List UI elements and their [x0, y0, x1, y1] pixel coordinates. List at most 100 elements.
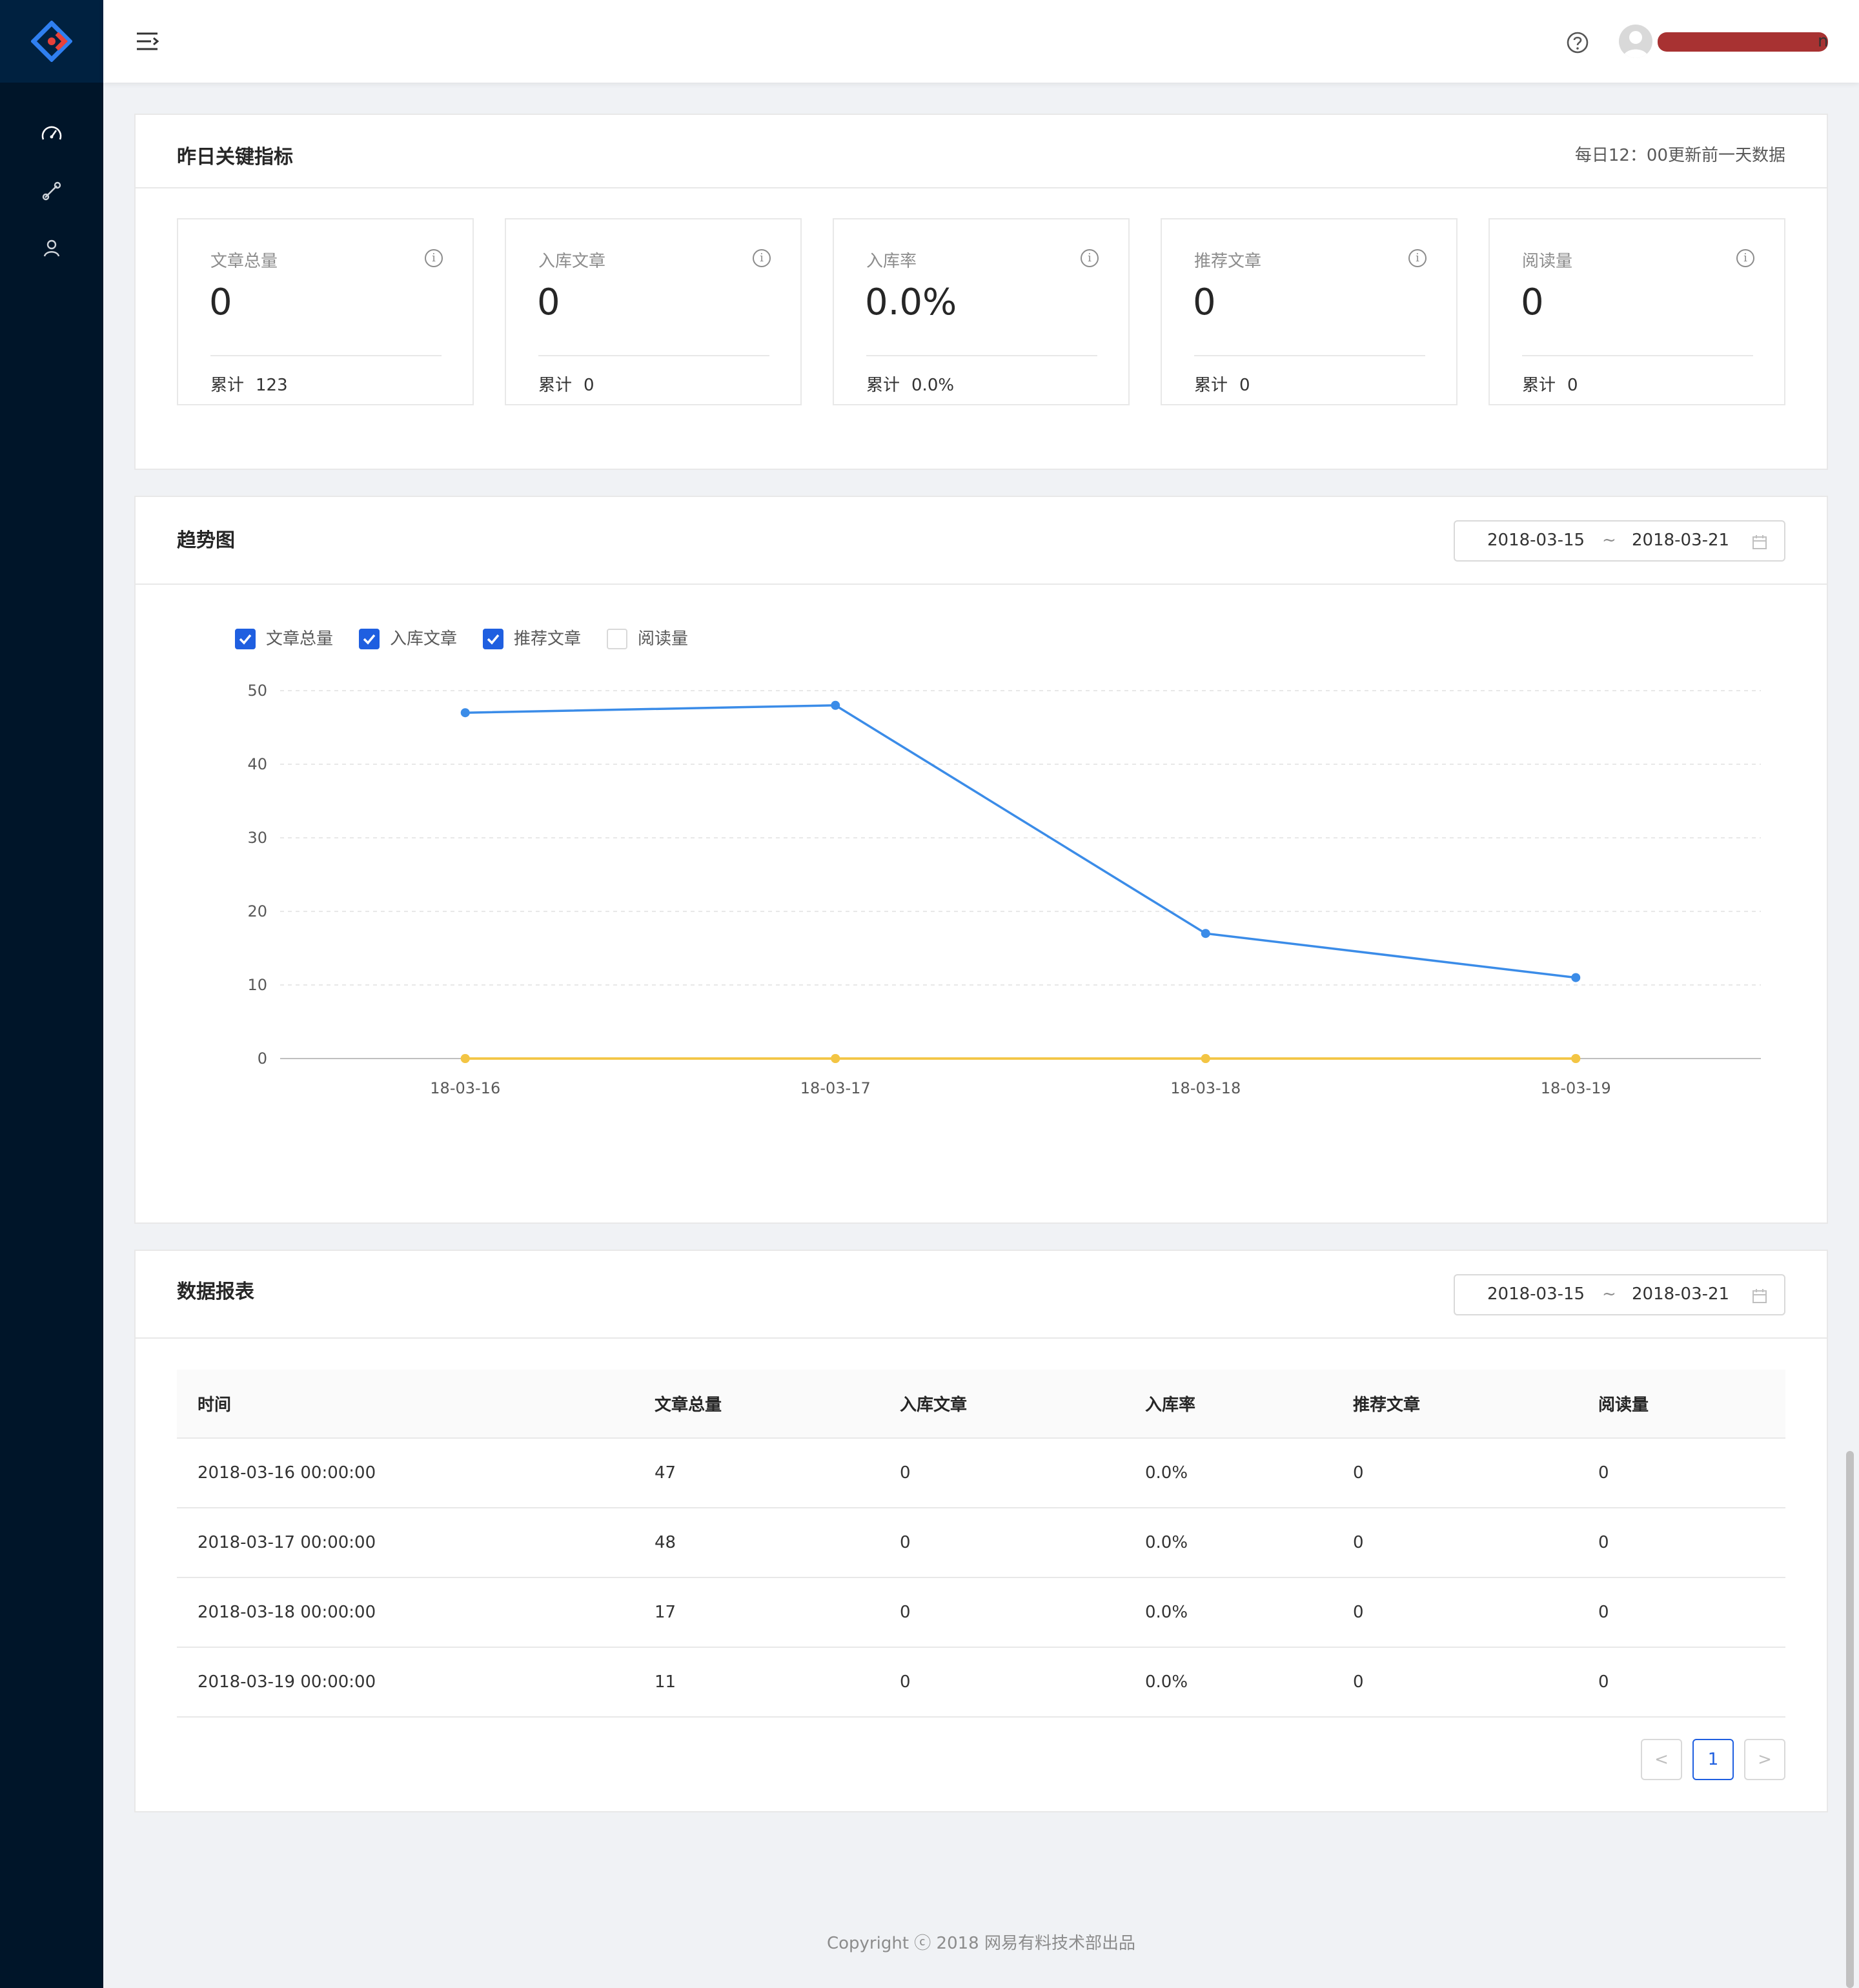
column-header: 阅读量: [1578, 1370, 1785, 1439]
cell-reads: 0: [1578, 1438, 1785, 1508]
table-header-row: 时间 文章总量 入库文章 入库率 推荐文章 阅读量: [177, 1370, 1785, 1439]
x-tick-label: 18-03-18: [1170, 1079, 1241, 1097]
kpi-cumulative-value: 0: [584, 376, 594, 395]
range-end: 2018-03-21: [1632, 531, 1730, 550]
checkbox-unchecked[interactable]: [607, 629, 627, 649]
cell-stored: 0: [879, 1577, 1124, 1648]
kpi-cumulative: 累计 0: [538, 372, 594, 396]
kpi-reads: 阅读量 i 0 累计 0: [1488, 218, 1785, 405]
kpi-value: 0: [209, 281, 232, 323]
kpi-value: 0.0%: [865, 281, 957, 323]
report-table: 时间 文章总量 入库文章 入库率 推荐文章 阅读量 2018-03-16 00:…: [177, 1370, 1785, 1718]
data-point: [1201, 1054, 1210, 1063]
kpi-label: 文章总量: [210, 252, 278, 271]
info-icon[interactable]: i: [753, 249, 771, 267]
cell-reads: 0: [1578, 1508, 1785, 1578]
kpi-cumulative-value: 0: [1239, 376, 1250, 395]
table-row: 2018-03-16 00:00:00 47 0 0.0% 0 0: [177, 1438, 1785, 1508]
cell-recommended: 0: [1332, 1438, 1578, 1508]
y-tick-label: 40: [247, 755, 267, 773]
cell-total: 11: [634, 1647, 879, 1718]
kpi-cumulative-value: 0.0%: [911, 376, 955, 395]
report-card-title: 数据报表: [177, 1281, 254, 1303]
y-tick-label: 30: [247, 829, 267, 847]
logo-icon: [31, 21, 72, 62]
column-header: 入库率: [1124, 1370, 1332, 1439]
kpi-card-title: 昨日关键指标: [177, 146, 293, 168]
y-tick-label: 0: [258, 1050, 267, 1068]
kpi-cumulative-value: 123: [256, 376, 288, 395]
divider: [866, 355, 1097, 356]
cell-time: 2018-03-17 00:00:00: [177, 1508, 634, 1578]
info-icon[interactable]: i: [425, 249, 443, 267]
checkbox-checked[interactable]: [359, 629, 380, 649]
cell-rate: 0.0%: [1124, 1438, 1332, 1508]
column-header: 推荐文章: [1332, 1370, 1578, 1439]
cell-total: 47: [634, 1438, 879, 1508]
calendar-icon: [1752, 1289, 1767, 1303]
kpi-value: 0: [537, 281, 560, 323]
range-end: 2018-03-21: [1632, 1284, 1730, 1304]
tools-icon[interactable]: [36, 176, 67, 207]
trend-card: 趋势图 2018-03-15 ~ 2018-03-21: [134, 496, 1828, 1224]
data-point: [1201, 929, 1210, 938]
logo[interactable]: [0, 0, 103, 83]
data-point: [460, 1054, 470, 1063]
y-tick-label: 10: [247, 976, 267, 994]
top-bar: n: [103, 0, 1859, 83]
cell-stored: 0: [879, 1647, 1124, 1718]
cell-total: 48: [634, 1508, 879, 1578]
avatar[interactable]: [1619, 25, 1652, 58]
kpi-cumulative-label: 累计: [1522, 376, 1556, 395]
cell-stored: 0: [879, 1508, 1124, 1578]
pagination-page-1[interactable]: 1: [1692, 1739, 1734, 1780]
data-point: [831, 1054, 840, 1063]
kpi-stored-articles: 入库文章 i 0 累计 0: [505, 218, 802, 405]
y-tick-label: 20: [247, 902, 267, 920]
pagination-next-button[interactable]: >: [1744, 1739, 1785, 1780]
kpi-cumulative: 累计 123: [210, 372, 288, 396]
data-point: [831, 700, 840, 710]
cell-recommended: 0: [1332, 1647, 1578, 1718]
kpi-label: 推荐文章: [1194, 252, 1262, 271]
cell-rate: 0.0%: [1124, 1508, 1332, 1578]
table-row: 2018-03-17 00:00:00 48 0 0.0% 0 0: [177, 1508, 1785, 1578]
pagination-prev-button[interactable]: <: [1641, 1739, 1682, 1780]
info-icon[interactable]: i: [1736, 249, 1754, 267]
range-start: 2018-03-15: [1487, 1284, 1585, 1304]
cell-recommended: 0: [1332, 1508, 1578, 1578]
report-card-header: 数据报表 2018-03-15 ~ 2018-03-21: [136, 1251, 1827, 1339]
divider: [538, 355, 769, 356]
range-separator: ~: [1602, 531, 1616, 550]
range-start: 2018-03-15: [1487, 531, 1585, 550]
column-header: 时间: [177, 1370, 634, 1439]
info-icon[interactable]: i: [1081, 249, 1099, 267]
divider: [1522, 355, 1753, 356]
divider: [1194, 355, 1425, 356]
menu-fold-icon[interactable]: [134, 28, 160, 54]
data-point: [460, 708, 470, 718]
report-date-range-picker[interactable]: 2018-03-15 ~ 2018-03-21: [1454, 1274, 1785, 1315]
kpi-cumulative-label: 累计: [538, 376, 573, 395]
kpi-label: 入库率: [866, 252, 917, 271]
cell-recommended: 0: [1332, 1577, 1578, 1648]
trend-date-range-picker[interactable]: 2018-03-15 ~ 2018-03-21: [1454, 520, 1785, 562]
help-icon[interactable]: [1565, 30, 1590, 56]
user-icon[interactable]: [36, 232, 67, 263]
cell-rate: 0.0%: [1124, 1647, 1332, 1718]
kpi-card: 昨日关键指标 每日12：00更新前一天数据 文章总量 i 0 累计 123 入库文…: [134, 114, 1828, 470]
cell-rate: 0.0%: [1124, 1577, 1332, 1648]
info-icon[interactable]: i: [1408, 249, 1427, 267]
scrollbar[interactable]: [1846, 1451, 1854, 1988]
kpi-cumulative-label: 累计: [866, 376, 900, 395]
kpi-cumulative-label: 累计: [210, 376, 245, 395]
cell-time: 2018-03-16 00:00:00: [177, 1438, 634, 1508]
checkbox-checked[interactable]: [235, 629, 256, 649]
series-line: [465, 704, 1576, 979]
dashboard-icon[interactable]: [36, 119, 67, 150]
kpi-card-header: 昨日关键指标 每日12：00更新前一天数据: [136, 115, 1827, 188]
username[interactable]: n: [1818, 32, 1829, 51]
kpi-cumulative-value: 0: [1567, 376, 1578, 395]
checkbox-checked[interactable]: [483, 629, 503, 649]
y-tick-label: 50: [247, 682, 267, 700]
